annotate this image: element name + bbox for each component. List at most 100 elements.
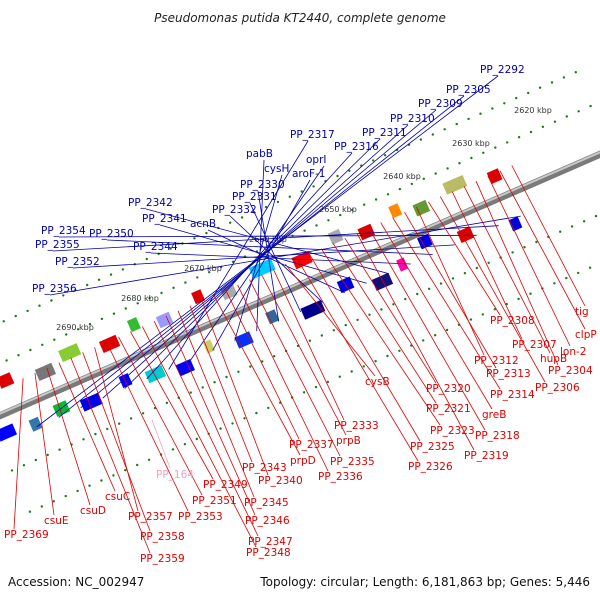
tick-dot bbox=[511, 251, 514, 254]
tick-label: 2640 kbp bbox=[383, 172, 421, 181]
gene-label-reverse[interactable]: PP_2340 bbox=[258, 475, 303, 487]
gene-label-reverse[interactable]: hupB bbox=[540, 353, 567, 365]
leader-line bbox=[237, 284, 329, 472]
gene-label-reverse[interactable]: PP_2343 bbox=[242, 462, 287, 474]
gene-label-reverse[interactable]: cysB bbox=[365, 376, 390, 388]
tick-dot bbox=[97, 278, 101, 281]
gene-label-forward[interactable]: cysH bbox=[264, 163, 289, 175]
tick-dot bbox=[398, 349, 401, 352]
gene-label-reverse[interactable]: prpB bbox=[336, 435, 361, 447]
gene-feature bbox=[98, 334, 121, 353]
gene-label-forward[interactable]: PP_2310 bbox=[390, 113, 435, 125]
gene-feature bbox=[327, 228, 344, 245]
tick-dot bbox=[225, 375, 228, 379]
gene-label-reverse[interactable]: PP_2319 bbox=[464, 450, 509, 462]
gene-label-forward[interactable]: PP_2309 bbox=[418, 98, 463, 110]
gene-label-reverse[interactable]: clpP bbox=[575, 329, 597, 341]
gene-label-forward[interactable]: PP_2311 bbox=[362, 127, 407, 139]
gene-label-reverse[interactable]: prpD bbox=[290, 455, 316, 467]
gene-label-reverse[interactable]: PP_2318 bbox=[475, 430, 520, 442]
tick-dot bbox=[261, 360, 264, 363]
gene-label-forward[interactable]: PP_2292 bbox=[480, 64, 525, 76]
gene-label-forward[interactable]: oprI bbox=[306, 154, 327, 166]
gene-label-reverse[interactable]: PP_2312 bbox=[474, 355, 519, 367]
leader-line bbox=[308, 253, 421, 442]
tick-dot bbox=[136, 302, 139, 305]
gene-label-reverse[interactable]: tig bbox=[575, 306, 589, 318]
tick-dot bbox=[469, 318, 473, 321]
gene-label-forward[interactable]: PP_2356 bbox=[32, 283, 77, 295]
gene-label-reverse[interactable]: lon-2 bbox=[560, 346, 586, 358]
gene-label-reverse[interactable]: PP_2348 bbox=[246, 547, 291, 559]
tick-dot bbox=[550, 81, 554, 84]
gene-label-reverse[interactable]: PP_2351 bbox=[192, 495, 237, 507]
gene-label-forward[interactable]: PP_2332 bbox=[212, 204, 257, 216]
gene-feature bbox=[219, 283, 238, 301]
tick-dot bbox=[386, 193, 390, 196]
gene-label-forward[interactable]: PP_2342 bbox=[128, 197, 173, 209]
gene-label-reverse[interactable]: PP_2314 bbox=[490, 389, 535, 401]
gene-label-reverse[interactable]: PP_2369 bbox=[4, 529, 49, 541]
gene-label-forward[interactable]: PP_2354 bbox=[41, 225, 86, 237]
gene-label-reverse[interactable]: PP_2349 bbox=[203, 479, 248, 491]
gene-label-reverse[interactable]: PP_2323 bbox=[430, 425, 475, 437]
gene-label-reverse[interactable]: PP_2333 bbox=[334, 420, 379, 432]
gene-label-reverse[interactable]: PP_2308 bbox=[490, 315, 535, 327]
leader-line bbox=[151, 419, 171, 469]
gene-label-reverse[interactable]: csuC bbox=[105, 491, 130, 503]
gene-label-reverse[interactable]: PP_2304 bbox=[548, 365, 593, 377]
gene-label-reverse[interactable]: PP_2306 bbox=[535, 382, 580, 394]
tick-dot bbox=[65, 333, 68, 336]
gene-label-reverse[interactable]: PP_2313 bbox=[486, 368, 531, 380]
gene-label-forward[interactable]: PP_2344 bbox=[133, 241, 178, 253]
gene-label-forward[interactable]: PP_2316 bbox=[334, 141, 379, 153]
gene-label-reverse[interactable]: PP_2345 bbox=[244, 497, 289, 509]
leader-line bbox=[356, 232, 475, 451]
gene-label-reverse[interactable]: PP_2321 bbox=[426, 403, 471, 415]
gene-label-reverse[interactable]: PP_2346 bbox=[245, 515, 290, 527]
tick-dot bbox=[165, 401, 169, 405]
leader-line bbox=[94, 347, 139, 512]
gene-label-forward[interactable]: PP_2341 bbox=[142, 213, 187, 225]
gene-label-reverse[interactable]: PP_2353 bbox=[178, 511, 223, 523]
gene-label-forward[interactable]: PP_2317 bbox=[290, 129, 335, 141]
gene-label-reverse[interactable]: csuE bbox=[44, 515, 69, 527]
gene-label-forward[interactable]: PP_2355 bbox=[35, 239, 80, 251]
leader-line bbox=[428, 201, 501, 316]
gene-label-forward[interactable]: PP_2352 bbox=[55, 256, 100, 268]
tick-dot bbox=[129, 417, 133, 420]
leader-line bbox=[58, 362, 116, 492]
gene-label-forward[interactable]: PP_2331 bbox=[232, 191, 277, 203]
tick-dot bbox=[529, 292, 532, 295]
leader-line bbox=[190, 165, 325, 361]
gene-label-pseudo[interactable]: PP_164 bbox=[156, 469, 194, 481]
gene-label-forward[interactable]: aroF-1 bbox=[292, 168, 325, 180]
tick-dot bbox=[491, 107, 494, 110]
gene-label-reverse[interactable]: PP_2336 bbox=[318, 471, 363, 483]
tick-dot bbox=[141, 412, 145, 415]
gene-label-reverse[interactable]: PP_2307 bbox=[512, 339, 557, 351]
gene-label-reverse[interactable]: PP_2357 bbox=[128, 511, 173, 523]
tick-dot bbox=[439, 282, 443, 285]
gene-label-reverse[interactable]: PP_2337 bbox=[289, 439, 334, 451]
gene-label-reverse[interactable]: PP_2347 bbox=[248, 536, 293, 548]
gene-label-reverse[interactable]: PP_2359 bbox=[140, 553, 185, 565]
gene-feature bbox=[175, 359, 196, 377]
tick-dot bbox=[148, 296, 151, 300]
gene-label-reverse[interactable]: PP_2320 bbox=[426, 383, 471, 395]
tick-dot bbox=[535, 240, 538, 244]
tick-dot bbox=[339, 213, 342, 217]
gene-label-reverse[interactable]: PP_2335 bbox=[330, 456, 375, 468]
gene-label-forward[interactable]: pabB bbox=[246, 148, 273, 160]
gene-label-reverse[interactable]: greB bbox=[482, 409, 506, 421]
leader-line bbox=[102, 124, 409, 399]
gene-label-forward[interactable]: PP_2305 bbox=[446, 84, 491, 96]
gene-label-reverse[interactable]: PP_2358 bbox=[140, 531, 185, 543]
gene-label-reverse[interactable]: csuD bbox=[80, 505, 106, 517]
gene-label-forward[interactable]: PP_2330 bbox=[240, 179, 285, 191]
gene-label-reverse[interactable]: PP_2325 bbox=[410, 441, 455, 453]
gene-label-reverse[interactable]: PP_2326 bbox=[408, 461, 453, 473]
tick-dot bbox=[201, 386, 204, 389]
gene-label-forward[interactable]: acnB bbox=[190, 218, 216, 230]
gene-label-forward[interactable]: PP_2350 bbox=[89, 228, 134, 240]
